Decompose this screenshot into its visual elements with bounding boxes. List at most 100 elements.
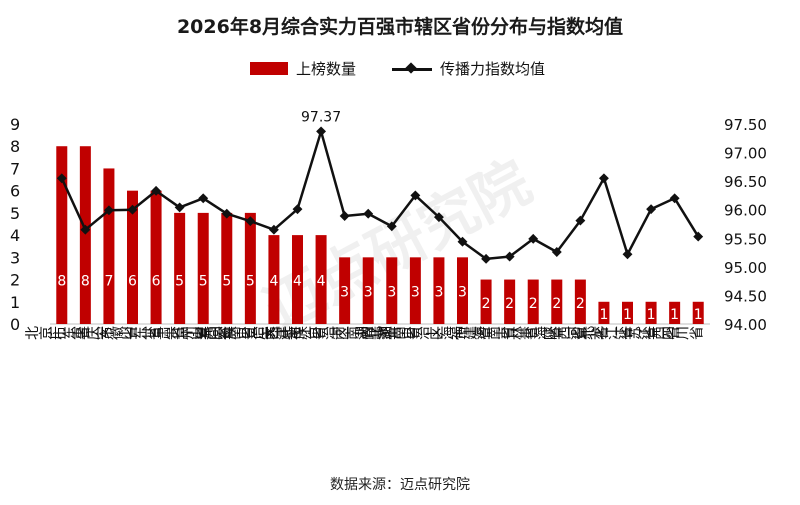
legend-line-swatch [392, 62, 433, 76]
bar-value-label: 2 [552, 296, 561, 312]
left-tick-label: 7 [10, 159, 20, 178]
category-label: 浙江省 [284, 326, 326, 342]
right-tick-label: 96.50 [724, 173, 767, 191]
bar-value-label: 3 [458, 285, 467, 301]
bar [315, 235, 327, 324]
legend-line-label: 传播力指数均值 [440, 60, 546, 78]
bar-value-label: 8 [57, 274, 66, 290]
category-label: 广西壮族自治区 [252, 326, 350, 342]
left-tick-label: 8 [10, 137, 20, 156]
category-label: 重庆市 [72, 326, 114, 342]
category-label: 湖南省 [378, 326, 420, 342]
category-label: 山东省 [119, 326, 161, 342]
category-label: 山西省 [190, 326, 232, 342]
bar-value-label: 5 [175, 274, 184, 290]
bar-value-label: 4 [293, 274, 302, 290]
bar-value-label: 3 [340, 285, 349, 301]
left-tick-label: 4 [10, 226, 20, 245]
left-tick-label: 2 [10, 271, 20, 290]
bar [457, 257, 468, 324]
bar-value-label: 3 [411, 285, 420, 301]
bar-value-label: 3 [434, 285, 443, 301]
bar-value-label: 5 [246, 274, 255, 290]
index-point [646, 204, 657, 215]
category-label: 江苏省 [614, 326, 656, 342]
category-label: 甘肃省 [143, 326, 185, 342]
right-tick-label: 97.50 [724, 116, 767, 134]
index-point [268, 224, 279, 235]
left-tick-label: 1 [10, 293, 20, 312]
index-point [693, 231, 704, 242]
index-point [598, 173, 609, 184]
bar [480, 279, 492, 324]
category-label: 内蒙古自治区 [360, 326, 444, 342]
bar [244, 212, 256, 324]
left-tick-label: 3 [10, 248, 20, 267]
bar-value-label: 2 [482, 296, 491, 312]
bar-value-label: 1 [647, 307, 656, 323]
category-label: 河南省 [331, 326, 373, 342]
bar-value-label: 2 [505, 296, 514, 312]
category-label: 海南省 [473, 326, 515, 342]
bar-value-label: 3 [364, 285, 373, 301]
bar [150, 190, 162, 324]
index-point [151, 185, 162, 196]
bar-value-label: 4 [269, 274, 278, 290]
bar-value-label: 1 [623, 307, 632, 323]
bar [103, 168, 115, 324]
bar [56, 146, 68, 324]
legend-bar-swatch [250, 62, 288, 75]
category-label: 安徽省 [96, 326, 138, 342]
right-tick-label: 95.50 [724, 230, 767, 248]
index-point [504, 251, 515, 262]
peak-annotation: 97.37 [301, 109, 341, 125]
left-tick-label: 6 [10, 182, 20, 201]
bar-value-label: 8 [81, 274, 90, 290]
index-point [386, 221, 397, 232]
bar-value-label: 5 [222, 274, 231, 290]
right-tick-label: 95.00 [724, 259, 767, 277]
bar-value-label: 3 [387, 285, 396, 301]
index-point [339, 211, 350, 221]
index-point [198, 193, 209, 204]
left-tick-label: 9 [10, 115, 20, 134]
right-tick-label: 96.00 [724, 202, 767, 220]
bar [433, 257, 445, 324]
category-label: 青海省 [520, 326, 562, 342]
chart-title: 2026年8月综合实力百强市辖区省份分布与指数均值 [176, 16, 624, 38]
category-label: 北京市 [25, 326, 67, 342]
bar [197, 212, 209, 324]
index-point [622, 249, 633, 260]
bar [622, 301, 633, 324]
bar [409, 257, 421, 324]
bar-value-label: 5 [199, 274, 208, 290]
bar-value-label: 4 [317, 274, 326, 290]
category-label: 陕西省 [543, 326, 585, 342]
category-label: 上海市 [426, 326, 468, 342]
index-point [103, 205, 114, 216]
bar [79, 146, 91, 324]
bar [339, 257, 351, 324]
bar-value-label: 1 [670, 307, 679, 323]
bar-value-label: 2 [529, 296, 538, 312]
index-point [56, 173, 67, 184]
bar [292, 235, 303, 324]
index-point [551, 247, 562, 257]
bar-value-label: 6 [152, 274, 161, 290]
index-point [174, 202, 185, 213]
bar-value-label: 1 [599, 307, 608, 323]
bar [527, 279, 539, 324]
right-tick-label: 94.50 [724, 287, 767, 305]
index-line [60, 130, 700, 261]
index-point [410, 190, 421, 201]
bar [669, 301, 681, 324]
legend-bar-label: 上榜数量 [296, 60, 357, 78]
index-point [221, 208, 232, 219]
bar-value-label: 1 [694, 307, 703, 323]
index-point [528, 233, 539, 244]
index-point [292, 204, 303, 215]
category-label: 福建省 [449, 326, 491, 342]
category-label: 云南省 [213, 326, 255, 342]
index-point [575, 215, 586, 226]
